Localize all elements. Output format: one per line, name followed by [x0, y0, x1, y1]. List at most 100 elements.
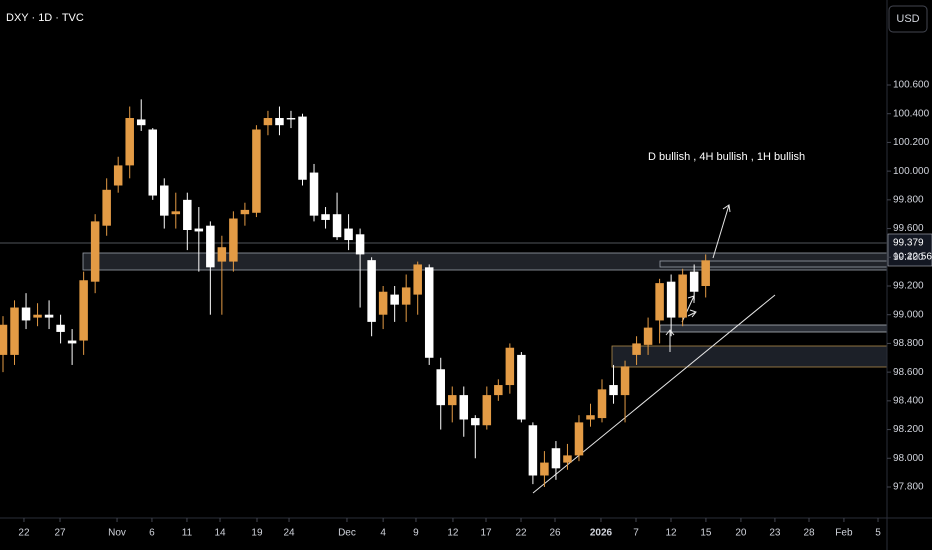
candle-body — [0, 324, 8, 355]
candle-body — [678, 274, 687, 318]
y-tick-label: 99.200 — [893, 281, 924, 292]
demand-zone — [659, 324, 888, 333]
plot — [0, 99, 710, 487]
y-tick-label: 100.000 — [893, 166, 930, 177]
x-tick-label: 14 — [214, 528, 226, 539]
x-tick-label: 20 — [735, 528, 747, 539]
candle-body — [563, 455, 572, 463]
candle-body — [689, 271, 699, 292]
y-tick-label: 98.400 — [893, 395, 924, 406]
x-tick-label: 24 — [283, 528, 295, 539]
x-tick-label: 9 — [413, 528, 419, 539]
x-tick-label: Nov — [108, 528, 126, 539]
arrows — [665, 204, 731, 352]
candle-body — [378, 291, 388, 315]
candle-body — [401, 287, 411, 305]
x-tick-label: 12 — [447, 528, 459, 539]
candle-body — [183, 199, 192, 230]
y-tick-label: 99.800 — [893, 194, 924, 205]
candle-body — [482, 395, 492, 426]
candle-body — [586, 415, 595, 420]
candle-body — [471, 418, 480, 426]
candle-body — [459, 395, 469, 420]
resistance-zone — [82, 252, 888, 271]
currency-button[interactable] — [888, 5, 928, 33]
candle-body — [321, 214, 330, 220]
candle-body — [332, 214, 342, 238]
candle-body — [666, 281, 676, 318]
candle-body — [309, 172, 319, 216]
x-tick-label: 2026 — [590, 528, 613, 539]
candle-body — [643, 327, 653, 345]
y-tick-label: 98.000 — [893, 453, 924, 464]
y-tick-label: 99.000 — [893, 309, 924, 320]
y-tick-label: 98.800 — [893, 338, 924, 349]
x-tick-label: 4 — [380, 528, 386, 539]
candle-body — [275, 118, 284, 126]
y-tick-label: 100.400 — [893, 108, 930, 119]
y-tick-label: 100.200 — [893, 137, 930, 148]
candle-body — [171, 211, 181, 215]
candle-body — [424, 267, 434, 358]
x-tick-label: 19 — [251, 528, 263, 539]
candle-body — [448, 395, 457, 406]
x-tick-label: Feb — [835, 528, 853, 539]
candle-body — [10, 307, 19, 355]
candle-body — [67, 340, 77, 344]
y-tick-label: 98.600 — [893, 367, 924, 378]
x-tick-label: 27 — [54, 528, 66, 539]
demand-zone — [611, 345, 888, 368]
candle-body — [551, 448, 561, 469]
y-tick-label: 99.600 — [893, 223, 924, 234]
candle-body — [194, 228, 204, 232]
x-tick-label: 12 — [665, 528, 677, 539]
candle-body — [113, 165, 123, 186]
x-tick-label: 5 — [875, 528, 881, 539]
candle-body — [540, 462, 549, 476]
last-price-box — [887, 233, 932, 267]
candle-body — [229, 218, 238, 262]
y-tick-label: 100.600 — [893, 80, 930, 91]
candle-body — [33, 314, 42, 318]
candle-body — [102, 189, 111, 226]
x-tick-label: Dec — [338, 528, 356, 539]
candle-body — [148, 129, 157, 196]
candle-body — [79, 280, 88, 341]
x-tick-label: 28 — [803, 528, 815, 539]
candle-body — [160, 185, 169, 216]
candle-body — [125, 118, 134, 166]
x-tick-label: 11 — [182, 528, 193, 539]
annotation: D bullish , 4H bullish , 1H bullish — [648, 151, 805, 163]
x-tick-label: 26 — [549, 528, 561, 539]
x-tick-label: 22 — [18, 528, 30, 539]
candle-body — [390, 294, 399, 305]
candle-body — [21, 307, 31, 321]
candle-body — [436, 369, 445, 406]
candle-body — [609, 385, 618, 396]
candle-body — [217, 247, 227, 262]
candle-body — [620, 366, 630, 396]
candle-body — [494, 385, 503, 396]
candle-body — [286, 118, 296, 120]
countdown-label: 10:22:56 — [893, 252, 932, 263]
candle-body — [263, 118, 273, 126]
y-tick-label: 98.200 — [893, 424, 924, 435]
candle-body — [344, 228, 353, 241]
symbol-title: DXY · 1D · TVC — [6, 12, 84, 24]
candle-body — [574, 422, 584, 456]
candle-body — [413, 264, 422, 295]
x-tick-label: 17 — [480, 528, 492, 539]
candle-body — [701, 260, 710, 286]
last-price-label: 99.379 — [893, 238, 924, 249]
candle-body — [44, 314, 54, 318]
y-tick-label: 97.800 — [893, 482, 924, 493]
candle-body — [206, 225, 215, 268]
x-tick-label: 6 — [149, 528, 155, 539]
candle-body — [252, 129, 261, 213]
candle-body — [90, 221, 100, 282]
x-tick-label: 22 — [515, 528, 527, 539]
x-tick-label: 7 — [633, 528, 639, 539]
y-tick-label: 99.400 — [893, 252, 924, 263]
